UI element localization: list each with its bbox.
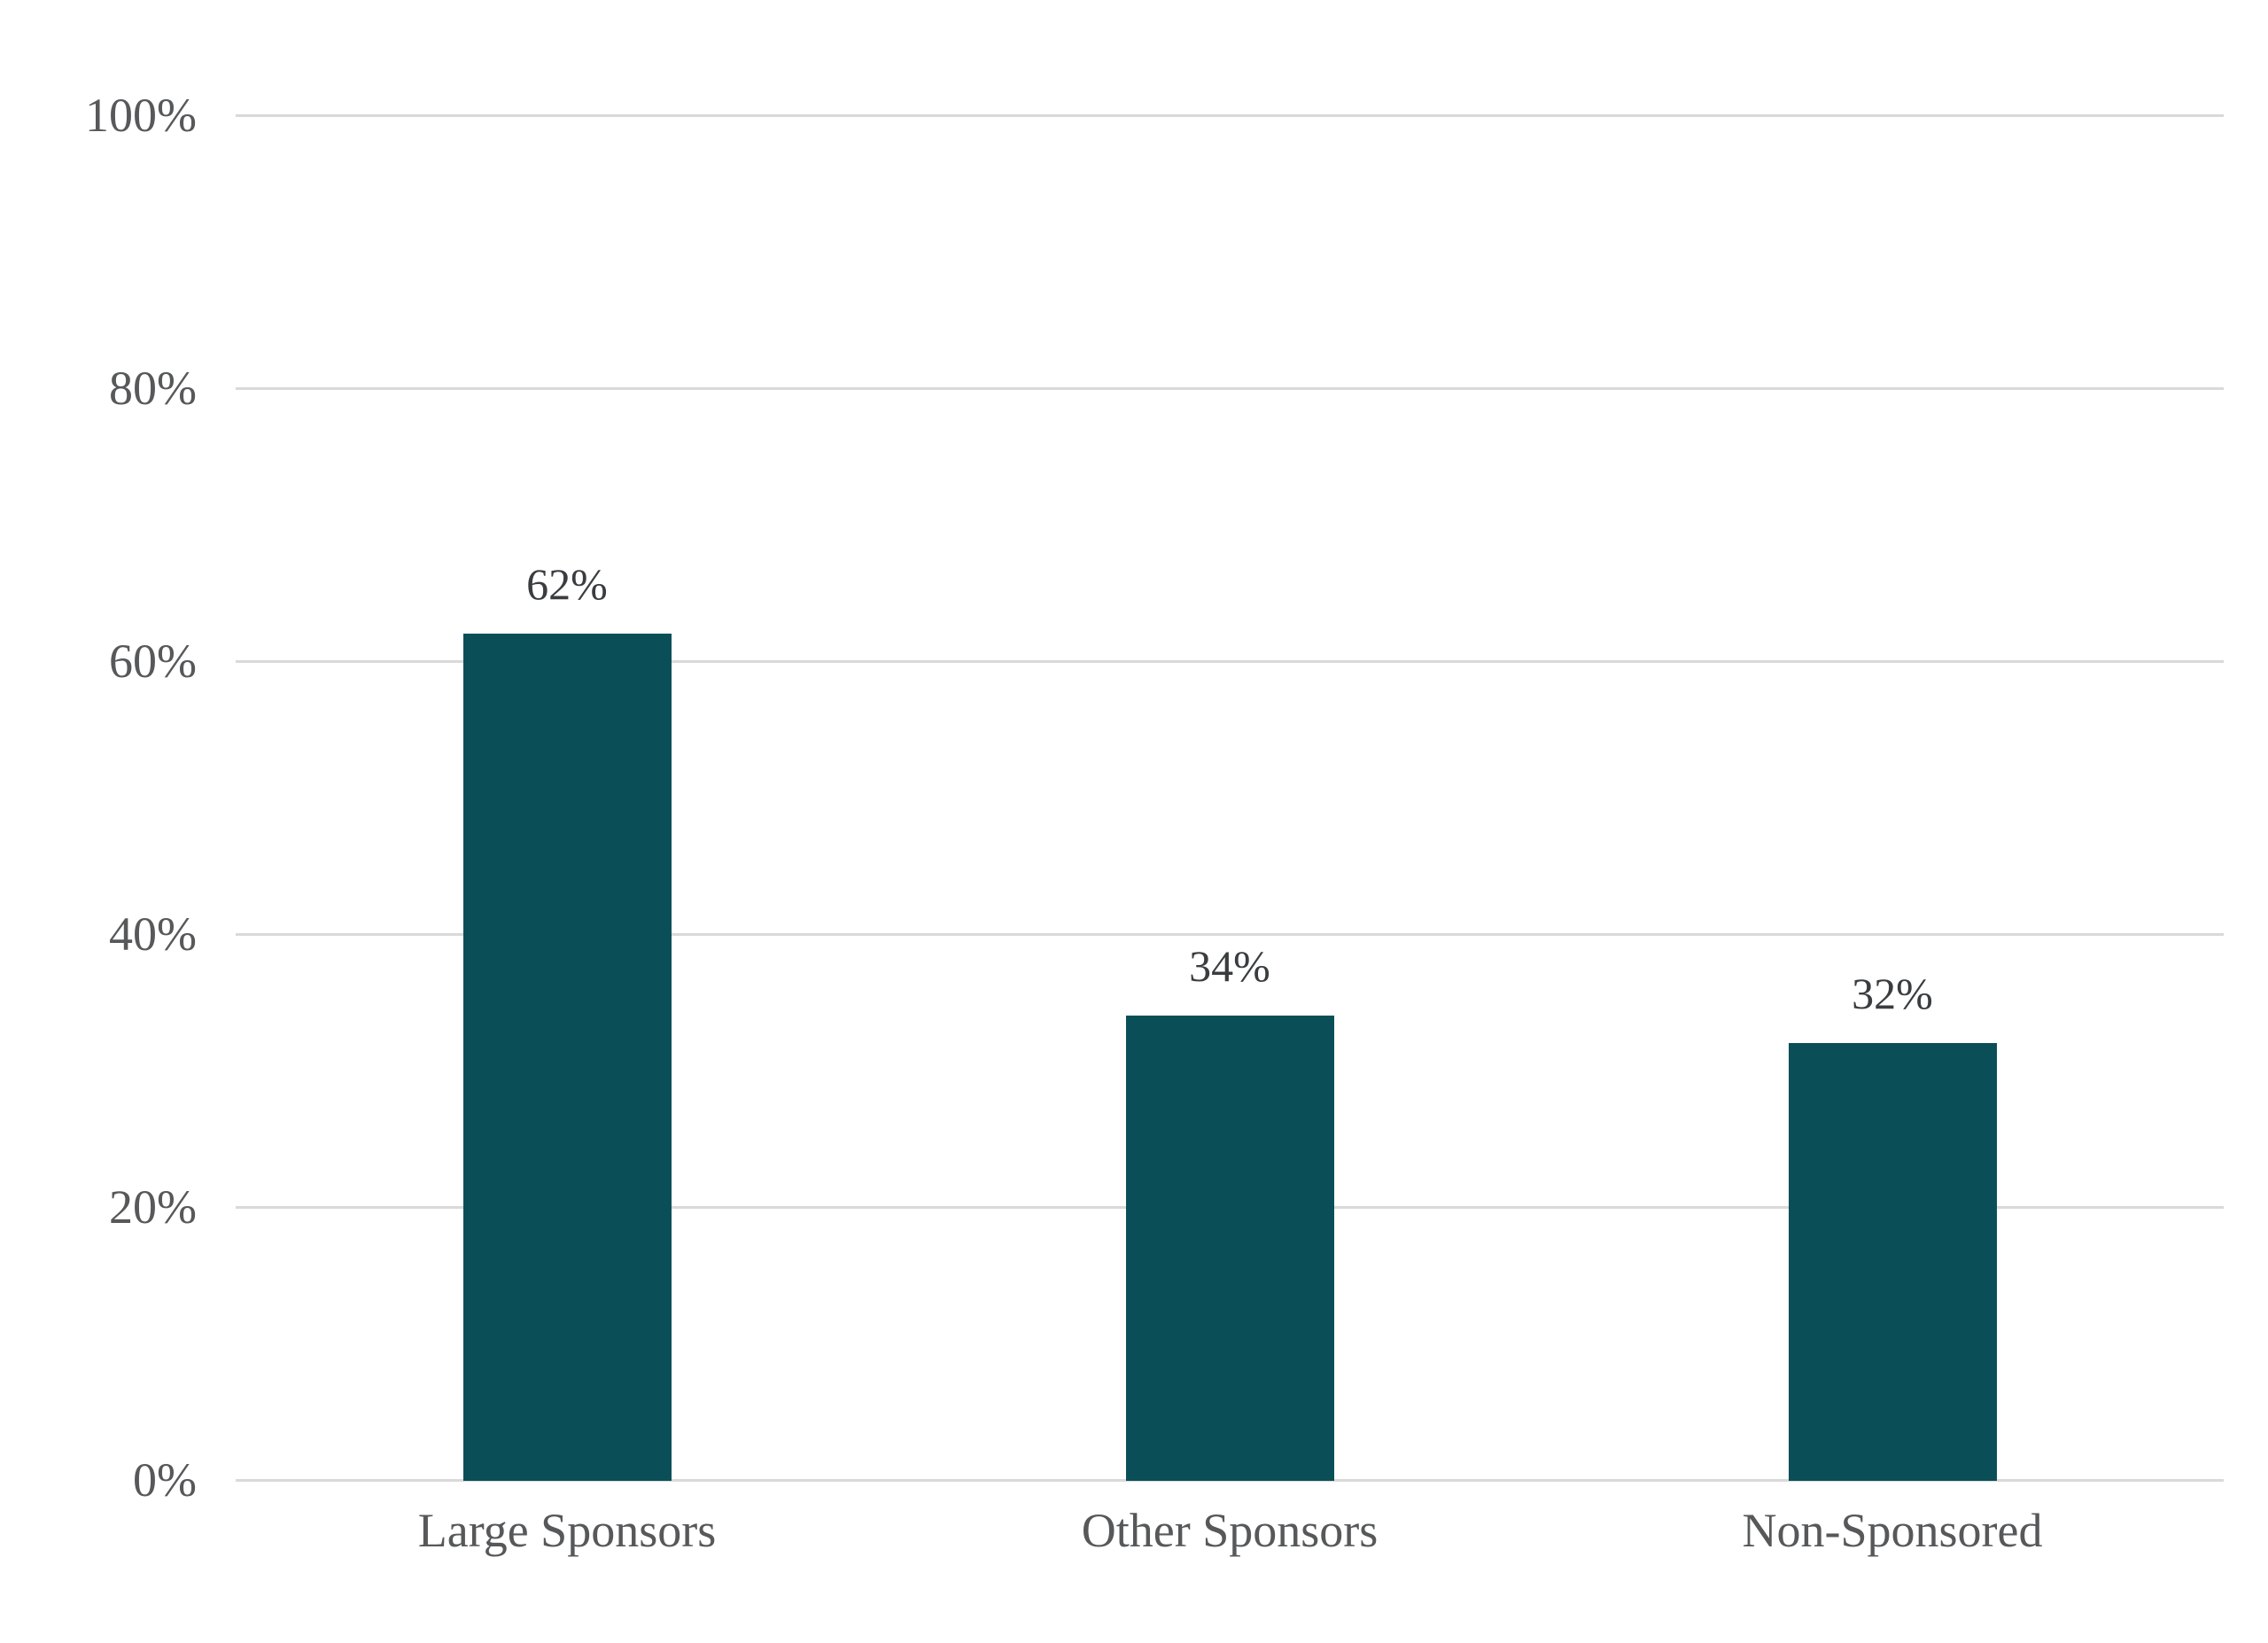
gridline-80% bbox=[236, 387, 2224, 390]
bar-other-sponsors bbox=[1125, 1016, 1334, 1481]
gridline-60% bbox=[236, 660, 2224, 663]
x-axis-label-other-sponsors: Other Sponsors bbox=[1081, 1504, 1379, 1557]
y-axis-tick-label: 80% bbox=[109, 362, 197, 415]
value-label-other-sponsors: 34% bbox=[1189, 941, 1270, 992]
x-axis-label-large-sponsors: Large Sponsors bbox=[417, 1504, 717, 1557]
y-axis-tick-label: 100% bbox=[85, 89, 197, 142]
x-axis-label-non-sponsored: Non-Sponsored bbox=[1742, 1504, 2043, 1557]
gridline-100% bbox=[236, 114, 2224, 117]
y-axis-tick-label: 20% bbox=[109, 1180, 197, 1234]
y-axis-tick-label: 40% bbox=[109, 907, 197, 961]
value-label-large-sponsors: 62% bbox=[526, 559, 608, 610]
value-label-non-sponsored: 32% bbox=[1852, 969, 1933, 1019]
y-axis-tick-label: 0% bbox=[133, 1453, 197, 1507]
y-axis-tick-label: 60% bbox=[109, 635, 197, 688]
bar-non-sponsored bbox=[1788, 1043, 1997, 1481]
gridline-40% bbox=[236, 933, 2224, 936]
bar-large-sponsors bbox=[462, 634, 672, 1481]
